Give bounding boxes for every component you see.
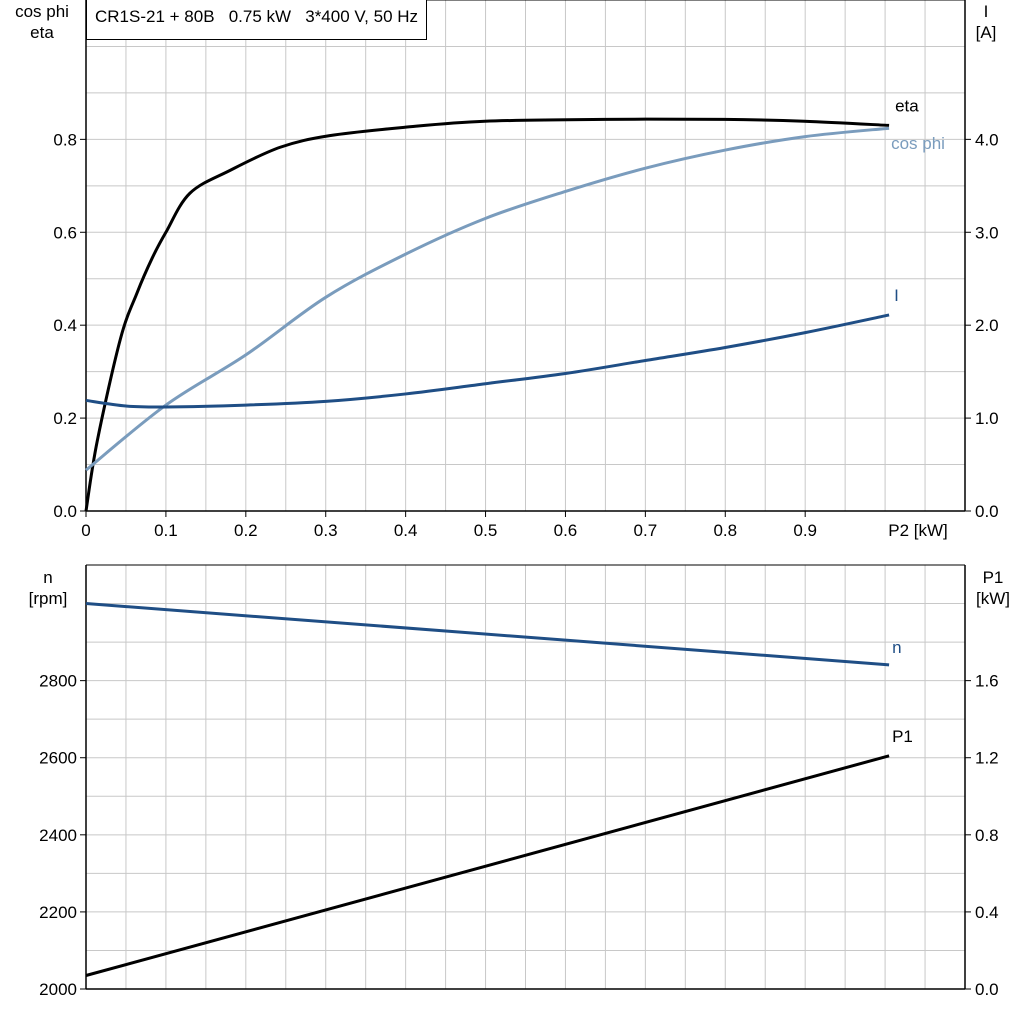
x-tick-label: 0 — [81, 521, 90, 540]
y-tick-label-left: 0.6 — [53, 223, 77, 242]
x-tick-label: 0.7 — [634, 521, 658, 540]
y-axis-label-left: [rpm] — [29, 589, 68, 608]
series-label: n — [892, 638, 901, 657]
y-tick-label-right: 4.0 — [975, 130, 999, 149]
y-tick-label-right: 1.6 — [975, 672, 999, 691]
y-axis-label-right: P1 — [983, 568, 1004, 587]
y-axis-label-left: n — [43, 568, 52, 587]
y-tick-label-right: 0.0 — [975, 980, 999, 999]
y-tick-label-left: 0.2 — [53, 409, 77, 428]
x-tick-label: 0.4 — [394, 521, 418, 540]
series-label: cos phi — [891, 134, 945, 153]
y-tick-label-right: 0.8 — [975, 826, 999, 845]
x-tick-label: 0.9 — [793, 521, 817, 540]
x-tick-label: 0.5 — [474, 521, 498, 540]
x-axis-label: P2 [kW] — [888, 521, 948, 540]
series-line-i — [85, 313, 890, 409]
y-tick-label-right: 0.0 — [975, 502, 999, 521]
y-axis-label-left: cos phi — [15, 2, 69, 21]
x-tick-label: 0.3 — [314, 521, 338, 540]
x-tick-label: 0.8 — [713, 521, 737, 540]
y-tick-label-left: 0.4 — [53, 316, 77, 335]
x-tick-label: 0.2 — [234, 521, 258, 540]
y-tick-label-right: 2.0 — [975, 316, 999, 335]
y-tick-label-left: 0.8 — [53, 130, 77, 149]
series-line-cos-phi — [85, 126, 890, 472]
y-tick-label-right: 0.4 — [975, 903, 999, 922]
y-axis-label-right: [kW] — [976, 589, 1010, 608]
y-tick-label-right: 1.2 — [975, 749, 999, 768]
series-label: I — [894, 286, 899, 305]
y-tick-label-left: 2400 — [39, 826, 77, 845]
series-line-n — [85, 602, 890, 667]
series-line-eta — [84, 117, 890, 512]
y-tick-label-right: 1.0 — [975, 409, 999, 428]
series-line-p1 — [85, 754, 890, 977]
series-label: eta — [895, 96, 919, 115]
y-tick-label-left: 2800 — [39, 672, 77, 691]
y-tick-label-left: 2000 — [39, 980, 77, 999]
y-tick-label-left: 0.0 — [53, 502, 77, 521]
y-axis-label-right: [A] — [976, 23, 997, 42]
y-axis-label-right: I — [984, 2, 989, 21]
chart-title: CR1S-21 + 80B 0.75 kW 3*400 V, 50 Hz — [86, 0, 428, 40]
y-axis-label-left: eta — [30, 23, 54, 42]
y-tick-label-left: 2200 — [39, 903, 77, 922]
y-tick-label-right: 3.0 — [975, 223, 999, 242]
y-tick-label-left: 2600 — [39, 749, 77, 768]
x-tick-label: 0.6 — [554, 521, 578, 540]
series-label: P1 — [892, 727, 913, 746]
x-tick-label: 0.1 — [154, 521, 178, 540]
